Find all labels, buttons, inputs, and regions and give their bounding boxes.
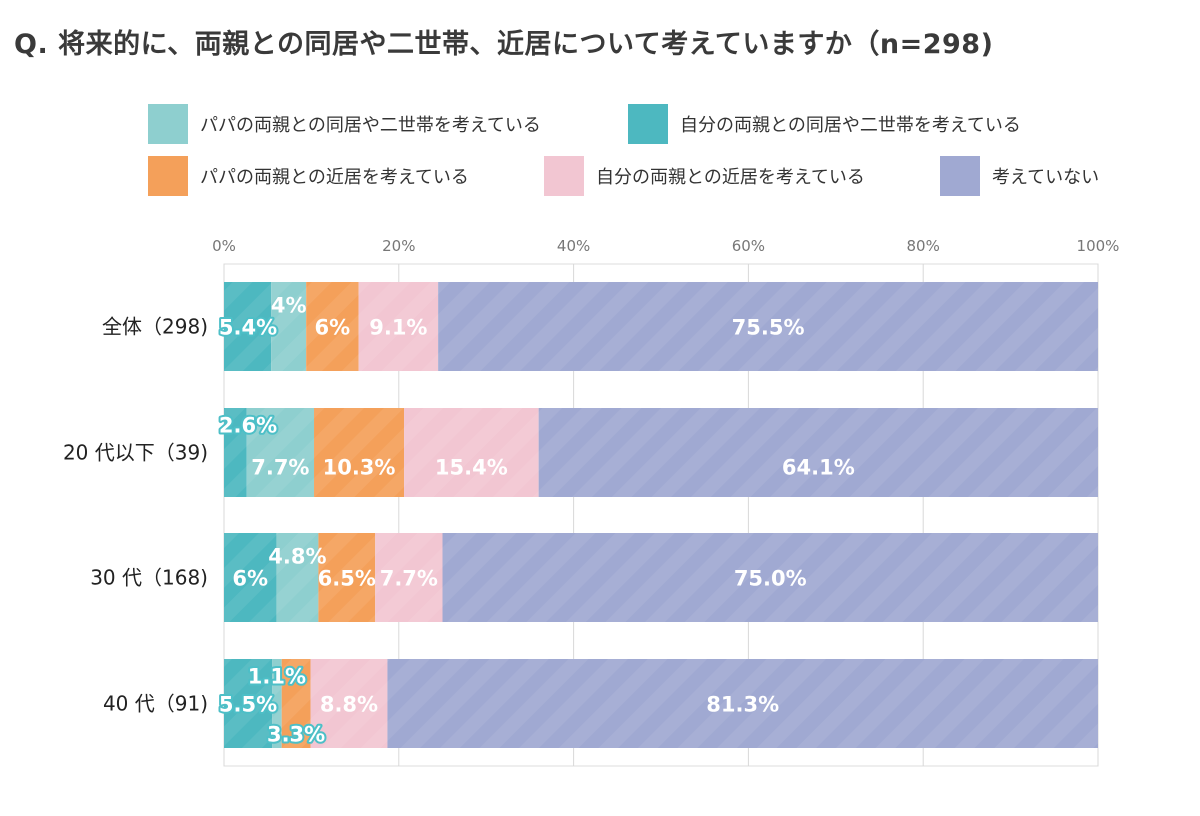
data-label: 9.1% xyxy=(369,316,427,340)
bar-segment-texture xyxy=(442,533,1098,622)
tick-label: 20% xyxy=(382,237,415,255)
bar-segment-texture xyxy=(272,659,282,748)
legend-label: 考えていない xyxy=(992,167,1100,188)
category-label: 30 代（168) xyxy=(90,566,208,590)
data-label: 7.7% xyxy=(380,567,438,591)
data-label: 4% xyxy=(271,294,307,318)
data-label: 6% xyxy=(232,567,268,591)
tick-label: 0% xyxy=(212,237,236,255)
bar-segment-texture xyxy=(224,408,247,497)
bar-segment-texture xyxy=(314,408,405,497)
legend-swatch xyxy=(148,104,188,144)
legend-label: パパの両親との近居を考えている xyxy=(200,167,469,188)
data-label: 4.8% xyxy=(268,545,326,569)
legend-item: パパの両親との同居や二世帯を考えている xyxy=(148,104,541,144)
data-label: 7.7% xyxy=(251,456,309,480)
category-label: 20 代以下（39) xyxy=(63,441,208,465)
category-label: 全体（298) xyxy=(102,315,208,339)
legend-item: パパの両親との近居を考えている xyxy=(148,156,469,196)
legend-swatch xyxy=(148,156,188,196)
category-label: 40 代（91) xyxy=(103,692,208,716)
data-label: 5.5% xyxy=(219,693,277,717)
data-label: 8.8% xyxy=(320,693,378,717)
legend-label: 自分の両親との同居や二世帯を考えている xyxy=(680,115,1021,136)
data-label: 75.5% xyxy=(732,316,805,340)
legend-swatch xyxy=(544,156,584,196)
data-labels: 5.4%4% 6% 9.1% 75.5% 2.6% 7.7% 10.3% 15.4% 64.1%… xyxy=(217,294,855,749)
bar-segment-texture xyxy=(224,282,272,371)
legend-swatch xyxy=(940,156,980,196)
data-label: 10.3% xyxy=(323,456,396,480)
tick-label: 60% xyxy=(732,237,765,255)
bar-segment-texture xyxy=(306,282,359,371)
data-label: 6% xyxy=(315,316,351,340)
data-label: 15.4% xyxy=(435,456,508,480)
legend-item: 考えていない xyxy=(940,156,1099,196)
bar-segment-texture xyxy=(224,533,277,622)
tick-label: 40% xyxy=(557,237,590,255)
bar-segment-texture xyxy=(224,659,273,748)
data-label: 3.3% xyxy=(267,723,325,747)
category-labels: 全体（298) 20 代以下（39) 30 代（168) 40 代（91) xyxy=(63,315,208,716)
data-label: 5.4% xyxy=(219,316,277,340)
bars xyxy=(224,282,1098,748)
bar-segment-texture xyxy=(404,408,539,497)
bar-segment-texture xyxy=(246,408,315,497)
chart-title: Q. 将来的に、両親との同居や二世帯、近居について考えていますか（n=298) xyxy=(14,29,994,60)
bar-segment-texture xyxy=(438,282,1098,371)
legend-item: 自分の両親との近居を考えている xyxy=(544,156,865,196)
bar-segment-texture xyxy=(281,659,311,748)
axis-ticks: 0% 20% 40% 60% 80% 100% xyxy=(212,237,1119,255)
bar-segment-texture xyxy=(318,533,376,622)
bar-segment-texture xyxy=(310,659,388,748)
data-label: 6.5% xyxy=(318,567,376,591)
data-label: 2.6% xyxy=(219,414,277,438)
legend-label: パパの両親との同居や二世帯を考えている xyxy=(200,115,541,136)
bar-segment-texture xyxy=(276,533,319,622)
legend-item: 自分の両親との同居や二世帯を考えている xyxy=(628,104,1021,144)
data-label: 1.1% xyxy=(248,665,306,689)
data-label: 81.3% xyxy=(706,693,779,717)
data-label: 64.1% xyxy=(782,456,855,480)
tick-label: 100% xyxy=(1077,237,1120,255)
tick-label: 80% xyxy=(907,237,940,255)
bar-segment-texture xyxy=(271,282,307,371)
bar-segment-texture xyxy=(358,282,439,371)
data-label: 75.0% xyxy=(734,567,807,591)
bar-segment-texture xyxy=(375,533,443,622)
legend-swatch xyxy=(628,104,668,144)
bar-segment-texture xyxy=(387,659,1098,748)
legend-label: 自分の両親との近居を考えている xyxy=(596,167,865,188)
bar-segment-texture xyxy=(538,408,1098,497)
